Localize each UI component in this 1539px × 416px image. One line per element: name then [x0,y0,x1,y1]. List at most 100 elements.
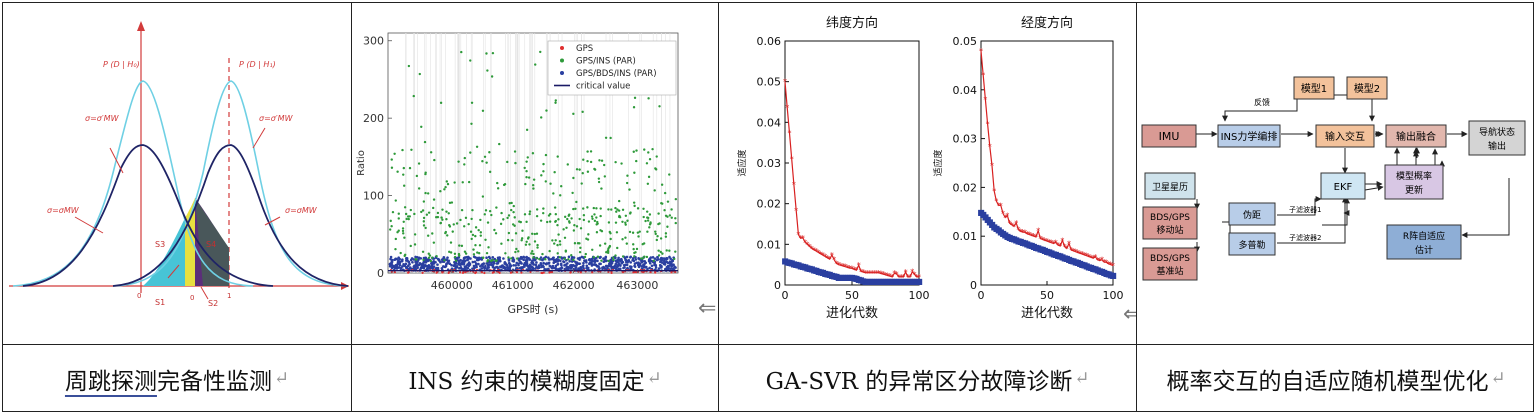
scatter-point [514,250,517,254]
scatter-point [589,150,593,153]
scatter-point [514,232,518,235]
scatter-point [485,251,489,255]
scatter-point [463,225,466,228]
scatter-point [427,256,431,259]
scatter-point [657,267,661,270]
scatter-point [657,254,661,257]
s3-label: S3 [155,240,165,249]
scatter-point [503,260,507,264]
scatter-point [649,256,653,259]
scatter-point [485,52,488,55]
scatter-point [572,258,575,262]
scatter-point [648,261,652,265]
scatter-point [530,232,534,235]
scatter-point [482,266,486,269]
scatter-point [632,201,636,204]
scatter-point [654,168,658,171]
scatter-point [531,152,535,155]
scatter-point [541,258,544,262]
side-arrow-icon: ⇐ [698,296,716,321]
imm-flow-diagram: IMU INS力学编排 反馈 模型1 模型2 输入交互 输出融合 导航状态 输出 … [1137,3,1535,343]
scatter-point [463,156,466,160]
caption-1: 周跳探测 完备性监测 ↵ [3,346,351,411]
svg-text:多普勒: 多普勒 [1238,239,1265,251]
scatter-point [531,184,535,187]
scatter-point [508,202,511,205]
node-ekf: EKF [1320,172,1366,200]
scatter-point [390,261,394,264]
scatter-point [445,258,449,262]
scatter-point [464,271,467,274]
scatter-point [560,266,564,269]
scatter-point [599,262,602,266]
scatter-point [578,168,581,171]
scatter-point [567,258,570,261]
scatter-point [491,51,495,55]
scatter-point [539,262,543,265]
scatter-point [537,264,541,267]
y-axis-label: Ratio [356,150,367,176]
scatter-point [447,259,451,263]
scatter-point [389,255,393,259]
scatter-point [486,266,489,270]
scatter-point [626,219,629,222]
y-tick-label: 0.01 [953,230,978,243]
column-divider [718,3,719,411]
caption-2: INS 约束的模糊度固定 ↵ [352,346,718,411]
scatter-point [597,180,601,184]
y-axis-label: 适应度 [932,149,944,176]
scatter-point [663,257,666,261]
scatter-point [476,251,479,254]
scatter-point [659,250,662,254]
scatter-point [647,97,650,100]
scatter-point [660,183,664,186]
scatter-point [425,213,429,216]
scatter-point [461,259,465,263]
scatter-point [432,241,436,244]
scatter-point [579,246,582,250]
y-tick-label: 0.03 [953,133,978,146]
scatter-point [484,209,488,212]
scatter-point [422,258,425,262]
scatter-point [480,263,484,266]
scatter-point [569,270,572,274]
scatter-point [446,256,449,259]
scatter-point [532,178,536,181]
scatter-point [666,200,670,203]
scatter-point [556,262,560,266]
scatter-point [597,177,601,180]
scatter-point [431,260,435,264]
scatter-point [500,211,503,215]
scatter-point [502,218,505,221]
scatter-point [603,242,607,245]
scatter-point [467,180,471,184]
scatter-point [397,217,400,220]
scatter-point [528,243,531,246]
scatter-point [490,213,493,217]
scatter-point [525,261,529,265]
scatter-point [445,180,449,183]
scatter-point [441,271,444,274]
scatter-point [664,232,668,235]
scatter-point [654,266,658,269]
h1-curve [112,144,349,287]
scatter-point [648,223,652,226]
tick-label: 0 [137,292,141,300]
scatter-point [500,242,503,245]
scatter-point [580,182,583,185]
scatter-point [523,213,527,216]
scatter-point [583,259,586,262]
scatter-point [550,257,554,261]
scatter-point [617,215,621,219]
region-s3 [143,218,185,286]
scatter-point [407,217,410,221]
scatter-point [421,263,425,266]
scatter-point [642,207,645,210]
scatter-point [674,221,677,225]
scatter-point [507,256,510,259]
y-tick-label: 0.02 [757,198,782,211]
scatter-point [614,206,617,210]
chart-title: 经度方向 [1021,15,1073,31]
scatter-point [547,258,551,261]
scatter-point [506,216,509,220]
